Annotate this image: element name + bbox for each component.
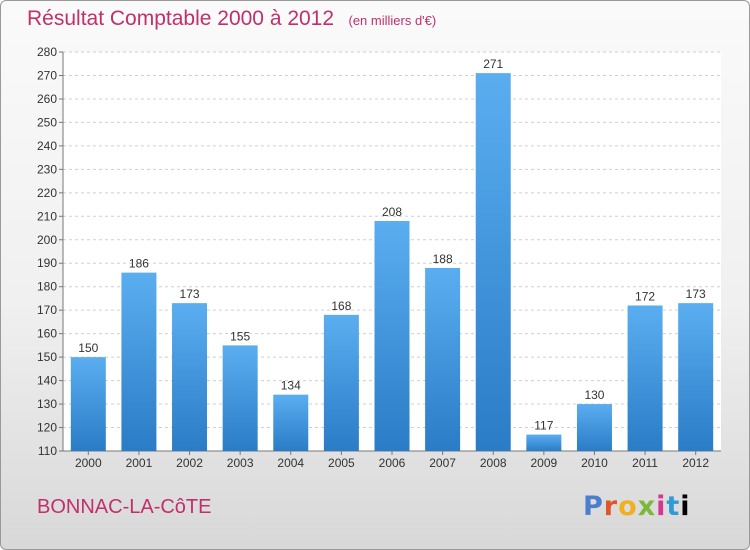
x-tick-label: 2011	[632, 456, 658, 470]
logo-letter: i	[656, 491, 667, 522]
logo-letter: t	[666, 491, 681, 522]
data-label: 130	[584, 388, 604, 402]
data-label: 150	[78, 341, 98, 355]
data-label: 208	[382, 205, 402, 219]
y-tick-label: 230	[37, 162, 57, 176]
y-tick-label: 240	[37, 139, 57, 153]
bar	[678, 303, 714, 451]
x-tick-label: 2008	[480, 456, 507, 470]
x-tick-label: 2005	[328, 456, 355, 470]
bar	[425, 267, 461, 451]
chart-subtitle: (en milliers d'€)	[348, 13, 437, 28]
data-label: 271	[483, 57, 503, 71]
bar	[475, 73, 511, 451]
x-tick-label: 2000	[75, 456, 102, 470]
x-tick-label: 2007	[429, 456, 456, 470]
x-tick-label: 2004	[277, 456, 304, 470]
bar	[627, 305, 663, 451]
bar	[576, 404, 612, 451]
bar	[323, 314, 359, 451]
commune-name: BONNAC-LA-CôTE	[37, 496, 212, 518]
y-tick-label: 190	[37, 256, 57, 270]
y-tick-label: 260	[37, 92, 57, 106]
y-tick-label: 170	[37, 303, 57, 317]
x-tick-label: 2003	[227, 456, 254, 470]
bar	[70, 357, 106, 451]
data-label: 173	[180, 287, 200, 301]
y-tick-label: 280	[37, 45, 57, 59]
y-tick-label: 220	[37, 186, 57, 200]
logo-letter: P	[583, 491, 604, 522]
data-label: 173	[686, 287, 706, 301]
data-label: 186	[129, 257, 149, 271]
bar	[172, 303, 208, 451]
data-label: 172	[635, 289, 655, 303]
y-tick-label: 160	[37, 327, 57, 341]
data-label: 134	[281, 379, 301, 393]
data-label: 168	[331, 299, 351, 313]
logo-letter: o	[618, 491, 638, 522]
x-tick-label: 2012	[682, 456, 709, 470]
y-tick-label: 120	[37, 421, 57, 435]
x-tick-label: 2010	[581, 456, 608, 470]
bar	[374, 220, 410, 451]
y-tick-label: 270	[37, 68, 57, 82]
x-tick-label: 2006	[379, 456, 406, 470]
y-tick-label: 180	[37, 280, 57, 294]
title-line: Résultat Comptable 2000 à 2012 (en milli…	[27, 7, 436, 31]
y-tick-label: 110	[38, 444, 57, 458]
y-tick-label: 210	[37, 209, 57, 223]
y-tick-label: 250	[37, 115, 57, 129]
logo-letter: r	[603, 491, 619, 522]
bar	[273, 394, 309, 451]
data-label: 155	[230, 329, 250, 343]
y-tick-label: 130	[37, 397, 57, 411]
chart-title: Résultat Comptable 2000 à 2012	[27, 7, 335, 30]
bar	[222, 345, 258, 451]
logo-letter: x	[637, 491, 657, 522]
x-tick-label: 2009	[530, 456, 557, 470]
bar	[526, 434, 562, 451]
y-tick-label: 140	[37, 374, 57, 388]
y-tick-label: 150	[37, 350, 57, 364]
data-label: 188	[433, 252, 453, 266]
bar	[121, 272, 157, 451]
proxiti-logo: Proxiti	[583, 491, 691, 522]
logo-letter: i	[680, 491, 691, 522]
data-label: 117	[534, 419, 553, 433]
y-tick-label: 200	[37, 233, 57, 247]
x-tick-label: 2002	[176, 456, 203, 470]
x-tick-label: 2001	[126, 456, 153, 470]
